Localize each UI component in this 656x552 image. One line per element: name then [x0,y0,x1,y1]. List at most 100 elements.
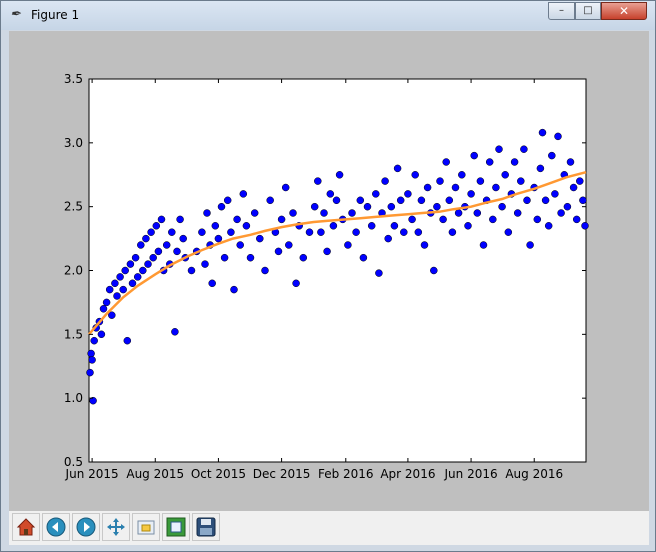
data-point [317,228,325,236]
data-point [439,215,447,224]
back-button[interactable] [42,513,70,541]
data-point [187,266,196,275]
data-point [99,305,108,313]
data-point [208,279,216,288]
data-point [123,336,132,345]
data-point [285,241,293,249]
pan-icon [107,518,125,536]
back-icon [46,517,66,537]
x-tick-label: Jun 2016 [444,467,498,481]
data-point [144,260,152,268]
data-point [116,273,124,281]
save-button[interactable] [192,513,220,541]
subplots-button[interactable] [162,513,190,541]
home-button[interactable] [12,513,40,541]
x-axis: Jun 2015 Aug 2015 Oct 2015 Dec 2015 Feb 2016… [65,79,563,481]
data-point [572,215,581,224]
data-point [348,209,356,217]
y-tick-label: 2.0 [64,264,83,278]
data-point [292,279,300,288]
data-point [408,215,416,224]
data-point [470,151,478,160]
data-point [281,183,290,192]
figure-canvas[interactable]: 0.5 1.0 1.5 2.0 2.5 3.0 3.5 Jun 2015 Aug 2015 Oc… [9,31,649,511]
data-point [230,285,238,294]
data-point [423,183,432,192]
data-point [430,266,438,275]
data-point [504,228,513,236]
data-point [367,222,376,230]
data-point [277,215,286,224]
data-point [149,253,157,262]
data-point [344,241,352,249]
data-point [563,202,572,211]
data-point [171,328,179,336]
maximize-button[interactable]: □ [575,2,601,20]
data-point [579,196,587,205]
subplots-icon [166,517,186,537]
data-point [411,171,419,179]
data-point [538,128,547,137]
data-point [554,132,562,141]
title-bar[interactable]: ✒ Figure 1 – □ ✕ [1,1,655,30]
data-point [445,196,454,205]
data-point [250,209,259,217]
data-point [581,222,589,230]
x-tick-label: Aug 2016 [505,467,563,481]
data-point [211,222,220,230]
data-point [375,269,383,277]
data-point [233,215,241,224]
data-point [458,171,466,179]
data-point [485,158,494,166]
data-point [89,396,97,405]
data-point [329,222,338,230]
data-point [320,209,328,217]
forward-icon [76,517,96,537]
data-point [433,202,441,211]
data-point [128,279,137,288]
data-point [119,285,127,294]
data-point [90,336,98,345]
y-tick-label: 0.5 [64,455,83,469]
zoom-button[interactable] [132,513,160,541]
data-point [363,202,372,211]
data-point [299,253,308,262]
data-point [501,171,509,179]
close-button[interactable]: ✕ [601,2,647,20]
data-point [139,266,147,275]
data-point [541,196,550,205]
y-tick-label: 3.0 [64,136,83,150]
pan-button[interactable] [102,513,130,541]
data-point [400,228,408,236]
data-point [102,298,111,307]
data-point [476,177,485,185]
data-point [239,190,248,198]
data-point [387,202,396,211]
data-point [133,273,142,281]
data-point [310,202,319,211]
data-point [489,215,497,224]
data-point [414,228,423,236]
data-point [88,356,96,364]
data-point [557,209,565,217]
y-axis: 0.5 1.0 1.5 2.0 2.5 3.0 3.5 [64,72,586,469]
scatter-chart[interactable]: 0.5 1.0 1.5 2.0 2.5 3.0 3.5 Jun 2015 Aug 2015 Oc… [9,31,649,511]
zoom-icon [137,520,155,535]
data-point [479,241,488,249]
data-point [157,215,166,224]
data-point [495,145,503,153]
data-point [510,158,519,166]
data-point [168,228,176,236]
y-tick-label: 2.5 [64,200,83,214]
data-point [544,222,553,230]
data-point [323,247,331,256]
data-point [105,285,114,294]
data-point [448,228,457,236]
data-point [526,241,534,249]
data-point [121,266,129,275]
forward-button[interactable] [72,513,100,541]
data-point [513,209,522,217]
minimize-button[interactable]: – [548,2,575,20]
data-point [566,158,575,166]
